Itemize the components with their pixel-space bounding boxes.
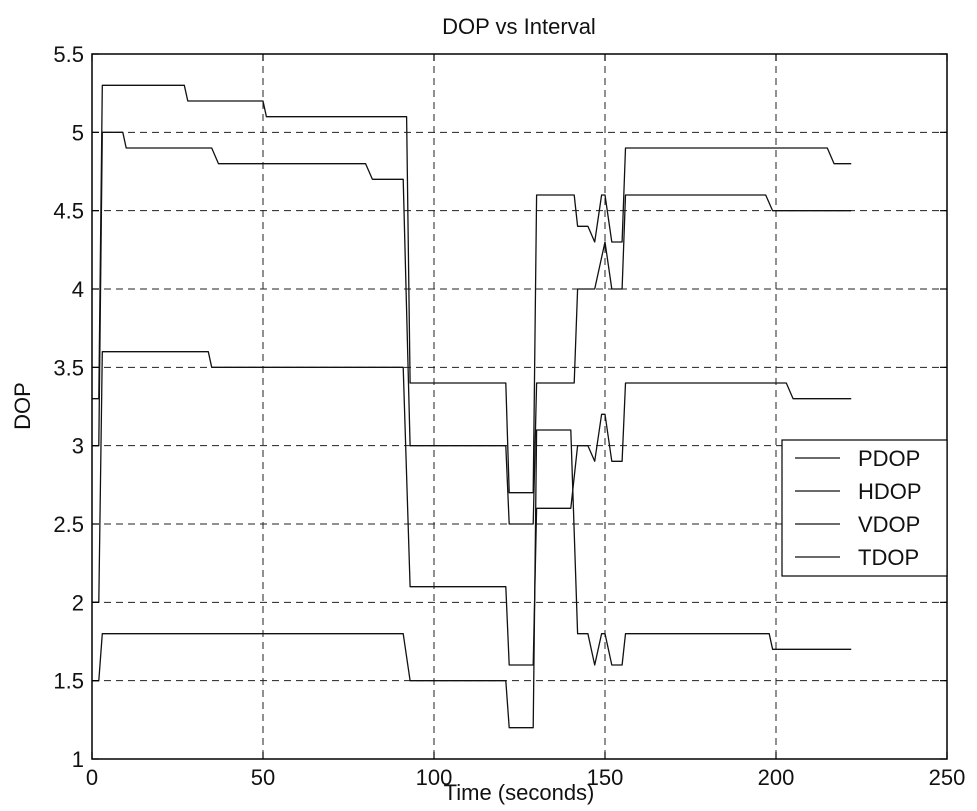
plot-lines (92, 84, 852, 729)
x-tick-label: 50 (251, 765, 275, 790)
plot-area-frame (91, 53, 948, 760)
legend-label-vdop: VDOP (858, 512, 920, 537)
series-line-pdop (92, 84, 852, 494)
series-line-vdop (92, 131, 852, 525)
series-line-tdop (92, 351, 852, 666)
x-tick-label: 150 (587, 765, 624, 790)
x-tick-label: 0 (86, 765, 98, 790)
x-tick-label: 100 (416, 765, 453, 790)
series-line-hdop (92, 429, 852, 729)
chart-title: DOP vs Interval (442, 14, 596, 39)
y-tick-label: 1 (72, 747, 84, 772)
x-tick-label: 250 (929, 765, 966, 790)
y-tick-label: 4 (72, 277, 84, 302)
y-tick-label: 5 (72, 120, 84, 145)
x-axis-label: Time (seconds) (444, 780, 595, 805)
legend-label-tdop: TDOP (858, 545, 919, 570)
legend-label-hdop: HDOP (858, 479, 922, 504)
legend-label-pdop: PDOP (858, 446, 920, 471)
y-tick-label: 2 (72, 590, 84, 615)
y-tick-label: 4.5 (53, 199, 84, 224)
x-tick-label: 200 (758, 765, 795, 790)
y-tick-label: 2.5 (53, 512, 84, 537)
y-axis-label: DOP (10, 382, 35, 430)
y-tick-label: 3 (72, 434, 84, 459)
y-tick-label: 5.5 (53, 42, 84, 67)
axis-ticks: 0 50 100 150 200 250 1 1.5 2 2.5 3 3.5 4 4.5 5 5.5 (53, 42, 965, 790)
y-tick-label: 1.5 (53, 669, 84, 694)
legend-box (781, 439, 948, 577)
y-tick-label: 3.5 (53, 355, 84, 380)
legend: PDOP HDOP VDOP TDOP (781, 439, 948, 577)
